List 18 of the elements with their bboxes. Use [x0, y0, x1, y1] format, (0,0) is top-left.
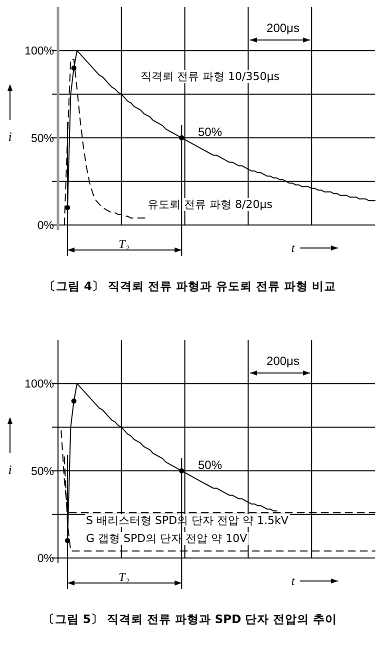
y-tick-label: 50% [30, 132, 54, 145]
annotation: 200μs [266, 354, 300, 368]
y-tick-label: 100% [24, 46, 54, 58]
y-tick-label: 100% [24, 378, 54, 391]
text: 〔그림 5〕 직격뢰 전류 파형과 SPD 단자 전압의 추이 [42, 612, 338, 626]
x-axis-title: t [291, 241, 296, 255]
y-tick-label: 0% [37, 220, 54, 232]
y-tick-label: 0% [37, 553, 54, 565]
y-axis-title: i [8, 462, 12, 477]
annotation: 50% [198, 458, 222, 472]
y-tick-label: 50% [30, 466, 54, 478]
x-axis-title: t [291, 574, 296, 588]
annotation: 200μs [266, 21, 300, 35]
series-label: 직격뢰 전류 파형 10/350μs [140, 70, 280, 83]
annotation: 50% [198, 125, 222, 139]
y-axis-title: i [8, 129, 12, 144]
series-label: 유도뢰 전류 파형 8/20μs [148, 198, 273, 211]
text: 〔그림 4〕 직격뢰 전류 파형과 유도뢰 전류 파형 비교 [44, 279, 336, 293]
